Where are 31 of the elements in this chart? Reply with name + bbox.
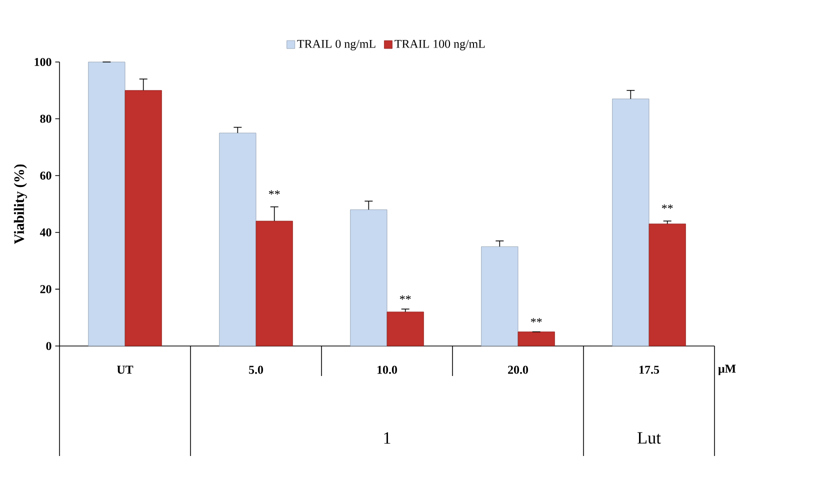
x-axis-title: μM [718,364,736,376]
annotation: ** [268,190,280,195]
bar [350,209,388,346]
bar [88,62,126,346]
y-tick-label: 20 [40,285,52,294]
bar [256,220,293,346]
annotation: ** [530,318,542,322]
y-tick-label: 60 [40,172,52,180]
bar [124,90,162,346]
y-tick-label: 0 [46,342,52,350]
x-tick-label: 20.0 [508,366,528,374]
y-tick-label: 80 [40,114,52,123]
bar [386,312,424,346]
y-tick-label: 40 [40,228,52,236]
annotation: ** [400,295,411,300]
y-tick-label: 100 [34,58,52,66]
x-tick-label: 5.0 [249,366,264,374]
legend-label: TRAIL 0 ng/mL [297,40,376,50]
annotation: ** [662,204,673,209]
x-tick-label: UT [117,366,134,374]
bar [648,224,686,346]
legend-label: TRAIL 100 ng/mL [394,40,485,50]
y-axis-title: Viability (%) [14,164,27,244]
bar [612,98,650,346]
bar [219,132,256,346]
text: Lut [638,432,661,444]
bar [518,332,555,346]
text: 1 [384,432,390,444]
x-tick-label: 10.0 [378,366,398,374]
bar [481,246,518,346]
x-tick-label: 17.5 [640,366,660,374]
